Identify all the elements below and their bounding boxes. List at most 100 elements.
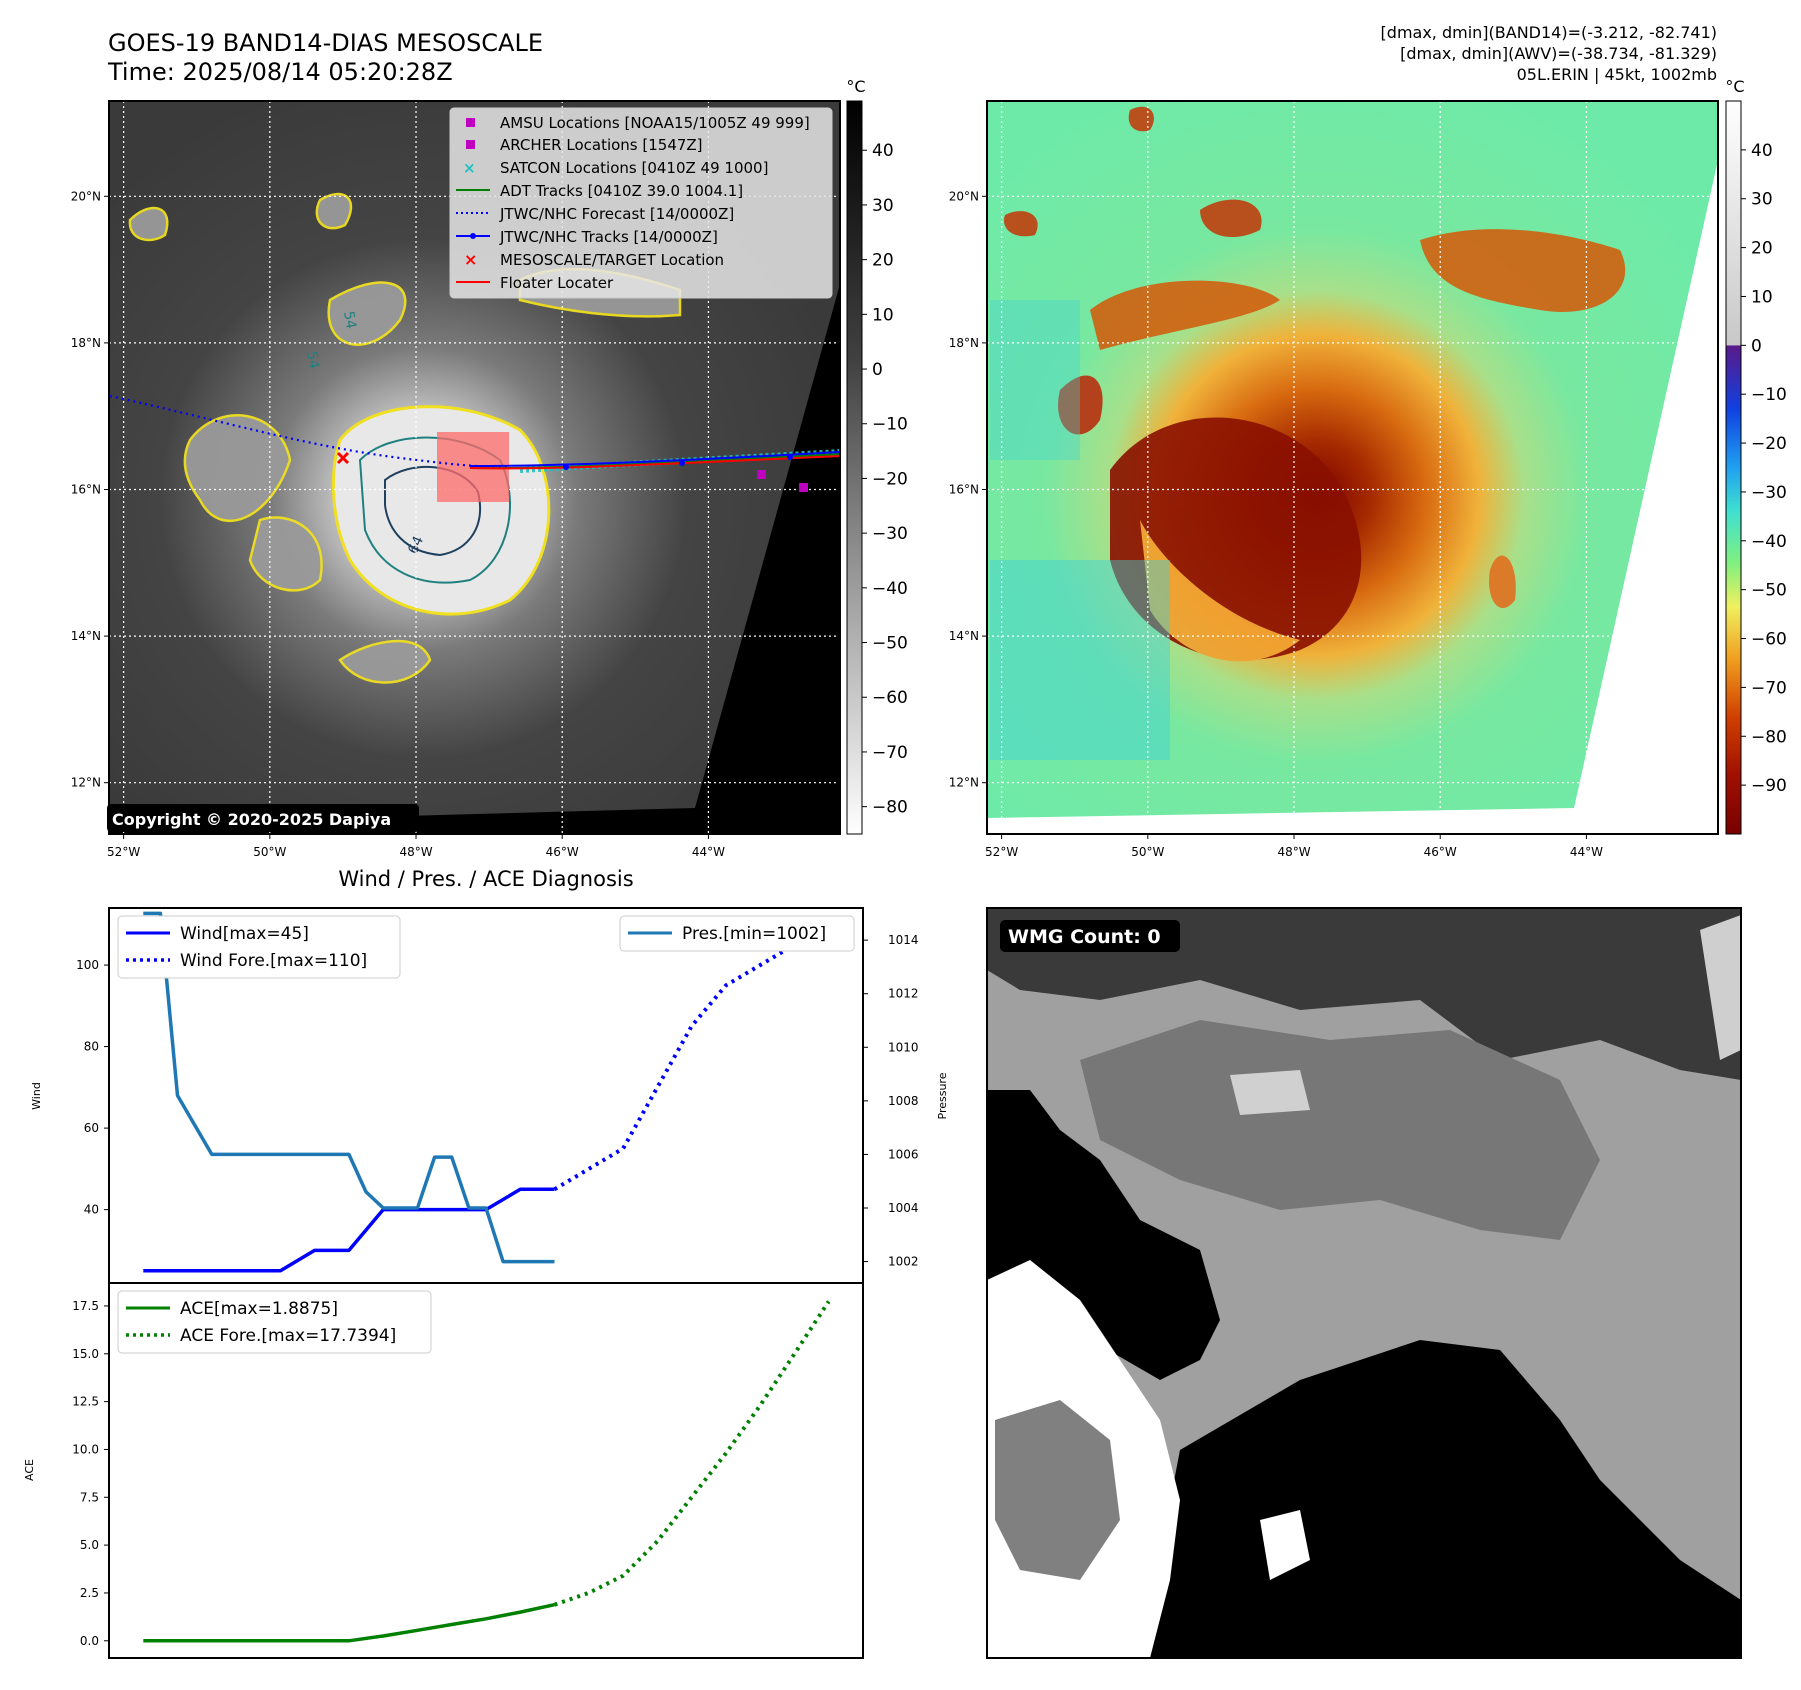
wmg-right-light: [1700, 915, 1741, 1060]
wind-fore-legend-label: Wind Fore.[max=110]: [180, 951, 367, 971]
contour-label-1: 54: [340, 310, 359, 330]
colorbar-tick-label: −80: [1751, 727, 1787, 747]
colorbar-tick-label: −70: [872, 743, 908, 763]
colorbar-tick-label: 0: [1751, 336, 1762, 356]
colorbar-tick-label: −90: [1751, 776, 1787, 796]
wmg-mid-band: [1080, 1020, 1600, 1240]
wmg-regions: [987, 908, 1741, 1658]
diagnosis-title: Wind / Pres. / ACE Diagnosis: [338, 867, 633, 891]
info-storm: 05L.ERIN | 45kt, 1002mb: [1517, 65, 1717, 84]
colorbar-gray-ticks: 40 30 20 10 0 −10 −20 −30 −40 −50 −60 −70 −80: [862, 141, 908, 818]
legend-amsu-icon: [466, 118, 475, 127]
series-line-2: [143, 911, 555, 1264]
info-awv-range: [dmax, dmin](AWV)=(-38.734, -81.329): [1400, 44, 1717, 63]
map2-cyan-region: [990, 560, 1170, 760]
wind-legend-label: Wind[max=45]: [180, 924, 309, 944]
colorbar-tick-label: 0: [872, 360, 883, 380]
colorbar-tick-label: 20: [872, 251, 894, 271]
map1-lon-label: 46°W: [546, 845, 579, 859]
map2-lat-label: 12°N: [949, 776, 979, 790]
target-marker: [336, 451, 350, 465]
colorbar-tick-label: −20: [1751, 434, 1787, 454]
pressure-ytick-label: 1010: [888, 1040, 919, 1054]
map2-frame: [986, 100, 1719, 835]
pressure-ytick-label: 1014: [888, 933, 919, 947]
legend-satcon-icon: ×: [463, 159, 476, 177]
colorbar-tick-label: 40: [872, 141, 894, 161]
colorbar-tick-label: −30: [1751, 483, 1787, 503]
map1-lon-label: 52°W: [107, 845, 140, 859]
pressure-legend-label: Pres.[min=1002]: [682, 924, 826, 944]
colorbar-color: °C 40 30 20 10 0 −10 −20 −30 −40 −50 −60 −70 −80 −90: [1725, 77, 1787, 835]
wmg-white-patch: [1260, 1510, 1310, 1580]
map2-lat-label: 18°N: [949, 336, 979, 350]
legend-target-icon: ×: [464, 250, 477, 269]
ace-legend: ACE[max=1.8875] ACE Fore.[max=17.7394]: [117, 1290, 432, 1354]
legend-jtwc-dot: [470, 233, 476, 239]
wmg-panel: WMG Count: 0: [986, 907, 1742, 1659]
map2-lon-label: 44°W: [1570, 845, 1603, 859]
map2-lon-label: 48°W: [1277, 845, 1310, 859]
colorbar-gray-fill: [846, 100, 863, 835]
ace-ytick-label: 0.0: [80, 1634, 99, 1648]
colorbar-tick-label: 40: [1751, 141, 1773, 161]
wind-ytick-label: 40: [84, 1203, 99, 1217]
legend-archer-label: ARCHER Locations [1547Z]: [500, 136, 703, 154]
wind-legend-box: [117, 915, 401, 979]
ace-plot-area: 0.0 2.5 5.0 7.5 10.0 12.5 15.0 17.5: [72, 1299, 831, 1648]
map1-lat-label: 14°N: [71, 629, 101, 643]
wind-pressure-chart: 40 60 80 100 1002 1004 1006 1008 1010 1012 1014 Wi…: [30, 907, 949, 1284]
wmg-frame: [986, 907, 1742, 1659]
colorbar-tick-label: −30: [872, 524, 908, 544]
map2-lon-label: 52°W: [985, 845, 1018, 859]
pressure-ytick-label: 1006: [888, 1147, 919, 1161]
colorbar-tick-label: −60: [1751, 630, 1787, 650]
ace-legend-label: ACE[max=1.8875]: [180, 1299, 338, 1319]
pressure-ytick-label: 1008: [888, 1094, 919, 1108]
wind-ytick-label: 60: [84, 1121, 99, 1135]
colorbar-tick-label: −20: [872, 469, 908, 489]
wmg-gray-blob: [995, 1400, 1120, 1580]
legend-jtwc-label: JTWC/NHC Tracks [14/0000Z]: [499, 228, 718, 246]
legend-forecast-label: JTWC/NHC Forecast [14/0000Z]: [499, 205, 734, 223]
amsu-marker: [757, 470, 766, 479]
colorbar-tick-label: 30: [1751, 190, 1773, 210]
legend-background: [449, 107, 833, 299]
ace-ytick-label: 17.5: [72, 1299, 99, 1313]
map2-lon-label: 50°W: [1131, 845, 1164, 859]
colorbar-gray: °C 40 30 20 10 0 −10 −20 −30 −40 −50 −60 −70 −80: [846, 77, 908, 835]
colorbar-color-ticks: 40 30 20 10 0 −10 −20 −30 −40 −50 −60 −70 −80 −90: [1741, 141, 1787, 796]
colorbar-tick-label: −80: [872, 798, 908, 818]
colorbar-gray-unit: °C: [846, 77, 865, 96]
colorbar-tick-label: 10: [872, 305, 894, 325]
legend-adt-label: ADT Tracks [0410Z 39.0 1004.1]: [500, 182, 743, 200]
wind-legend: Wind[max=45] Wind Fore.[max=110]: [117, 915, 401, 979]
wmg-light-patch: [1230, 1070, 1310, 1115]
map1-cloud-bands: [128, 192, 682, 684]
contour-label-3: 64: [405, 534, 427, 557]
ace-ytick-label: 2.5: [80, 1586, 99, 1600]
colorbar-color-fill: [1725, 100, 1742, 835]
map1-lat-label: 20°N: [71, 189, 101, 203]
pressure-ytick-label: 1012: [888, 987, 919, 1001]
figure-title: GOES-19 BAND14-DIAS MESOSCALE: [108, 29, 543, 57]
wind-ylabel: Wind: [30, 1082, 43, 1110]
floater-track: [469, 455, 840, 470]
map1-frame: [108, 100, 841, 835]
ace-ylabel: ACE: [23, 1459, 36, 1481]
jtwc-track-points: [563, 454, 793, 470]
series-line-1: [553, 942, 796, 1192]
ace-ytick-label: 12.5: [72, 1395, 99, 1409]
wmg-count-badge: [1000, 920, 1180, 952]
colorbar-tick-label: 20: [1751, 239, 1773, 259]
copyright-background: [107, 804, 419, 832]
map2-lat-label: 14°N: [949, 629, 979, 643]
ace-series-line-1: [553, 1300, 831, 1607]
map1-lon-label: 48°W: [399, 845, 432, 859]
pressure-ylabel: Pressure: [936, 1072, 949, 1119]
map2-gridlines: [987, 101, 1718, 834]
colorbar-tick-label: −60: [872, 688, 908, 708]
map-grayscale-panel: 54 54 64 AMSU: [107, 100, 841, 835]
colorbar-tick-label: −10: [872, 415, 908, 435]
